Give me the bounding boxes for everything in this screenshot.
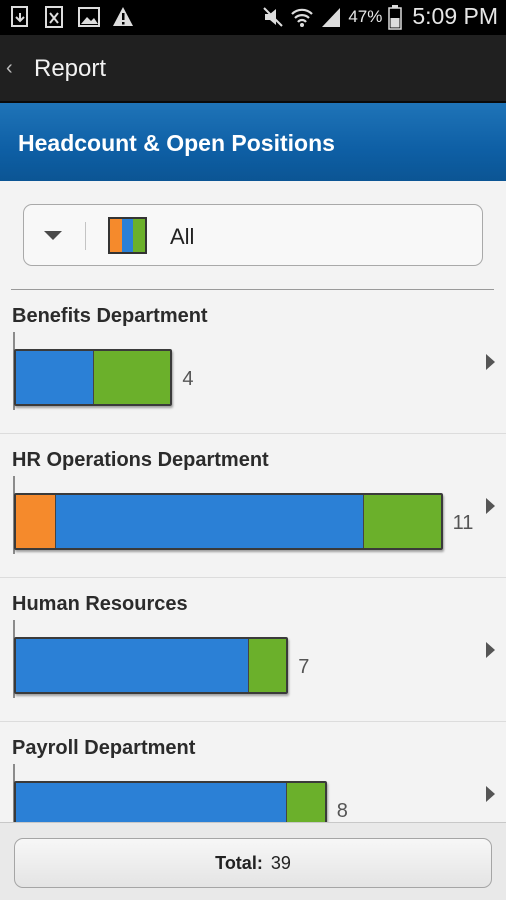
bar-segment-blue: [54, 495, 364, 548]
excel-icon: [45, 6, 63, 28]
total-button[interactable]: Total: 39: [14, 838, 492, 888]
battery-percent: 47%: [348, 6, 383, 26]
divider: [11, 289, 494, 290]
signal-icon: [322, 7, 341, 27]
report-title: Headcount & Open Positions: [18, 130, 335, 156]
wifi-icon: [291, 8, 314, 27]
battery-icon: [388, 4, 403, 30]
department-name: Benefits Department: [12, 305, 208, 327]
headcount-bar: [14, 349, 173, 406]
bar-segment-green: [247, 639, 287, 692]
page-title[interactable]: Report: [34, 55, 107, 82]
report-header: Headcount & Open Positions: [0, 103, 506, 181]
headcount-bar: [14, 493, 443, 550]
bar-segment-green: [93, 351, 171, 404]
footer: Total: 39: [0, 822, 506, 900]
department-row[interactable]: Human Resources 7: [0, 578, 506, 722]
gallery-icon: [78, 7, 100, 27]
chevron-right-icon[interactable]: [486, 498, 495, 514]
swatch-orange: [110, 219, 122, 252]
department-name: HR Operations Department: [12, 449, 269, 471]
headcount-value: 4: [182, 368, 194, 390]
total-value: 39: [270, 852, 291, 873]
status-bar: 47% 5:09 PM: [0, 0, 506, 35]
headcount-value: 11: [452, 512, 474, 534]
chevron-right-icon[interactable]: [486, 642, 495, 658]
bar-segment-orange: [16, 495, 55, 548]
clock: 5:09 PM: [412, 3, 498, 29]
chevron-right-icon[interactable]: [486, 786, 495, 802]
filter-selected-value: All: [170, 224, 195, 249]
bar-segment-green: [363, 495, 441, 548]
back-icon[interactable]: ‹: [6, 57, 13, 79]
bar-segment-blue: [16, 639, 248, 692]
headcount-value: 8: [336, 800, 348, 822]
bar-segment-blue: [16, 351, 94, 404]
warning-icon: [113, 7, 133, 26]
swatch-green: [133, 219, 146, 252]
download-icon: [11, 6, 28, 27]
chevron-right-icon[interactable]: [486, 354, 495, 370]
headcount-bar: [14, 637, 289, 694]
dropdown-arrow-icon: [44, 231, 62, 240]
action-bar: ‹ Report: [0, 35, 506, 103]
department-name: Payroll Department: [12, 737, 196, 759]
headcount-value: 7: [298, 656, 310, 678]
mute-icon: [263, 6, 284, 27]
filter-separator: [85, 222, 86, 250]
total-label: Total:: [215, 852, 263, 873]
filter-dropdown[interactable]: All: [23, 204, 483, 266]
swatch-blue: [121, 219, 134, 252]
department-row[interactable]: Benefits Department 4: [0, 290, 506, 434]
color-swatch-icon: [108, 217, 147, 254]
department-name: Human Resources: [12, 593, 188, 615]
department-row[interactable]: HR Operations Department 11: [0, 434, 506, 578]
